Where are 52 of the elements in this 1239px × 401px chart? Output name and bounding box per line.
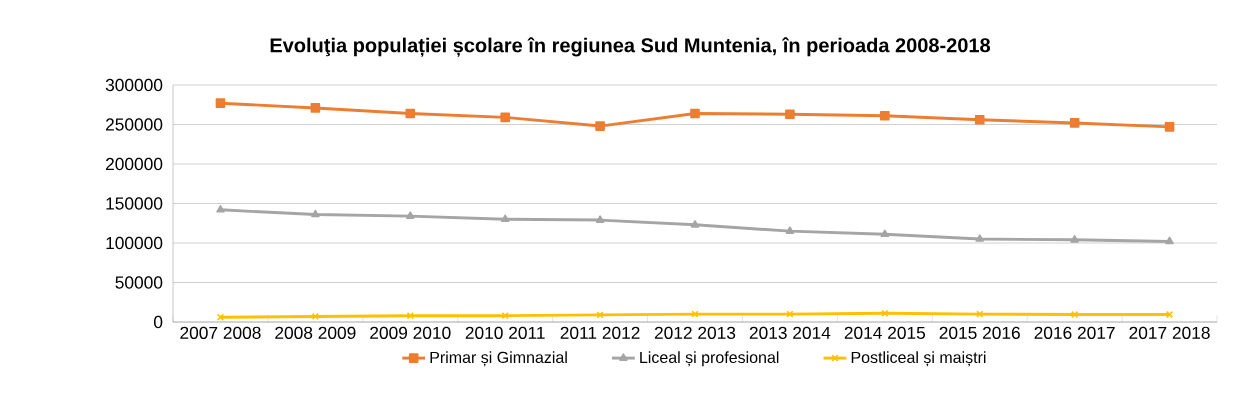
point [1069,118,1080,128]
x-tick-label: 2017 2018 [1129,326,1210,339]
y-tick-label: 0 [153,315,163,329]
x-tick-label: 2011 2012 [560,326,640,339]
x-tick-label: 2007 2008 [180,326,261,339]
y-tick-label: 200000 [106,157,163,171]
point [690,220,700,228]
point [1071,310,1079,319]
x-tick-label: 2009 2010 [370,326,451,339]
point [1165,310,1174,319]
y-tick-label: 50000 [115,276,163,289]
point [406,312,414,320]
point [595,121,605,131]
point [406,211,415,219]
y-tick-label: 300000 [105,78,163,92]
point [311,209,320,218]
point [1070,235,1079,243]
point [974,114,985,125]
point [216,205,225,213]
point [785,226,795,234]
x-tick-label: 2013 2014 [749,326,831,339]
point [881,309,889,317]
point [310,103,321,113]
x-tick-label: 2008 2009 [275,326,356,339]
x-tick-label: 2014 2015 [844,326,926,339]
y-tick-label: 150000 [106,197,163,210]
point [1165,236,1174,245]
point [785,109,795,120]
y-tick-label: 250000 [106,118,163,131]
x-tick-label: 2012 2013 [654,326,736,339]
point [311,312,319,321]
legend-label: Liceal și profesional [640,351,779,367]
point [880,229,890,238]
x-tick-label: 2016 2017 [1034,326,1115,339]
y-tick-label: 100000 [106,236,163,250]
point [500,112,510,123]
point [500,214,510,223]
legend-label: Postliceal și maiștri [851,351,986,367]
legend-label: Primar și Gimnazial [430,351,567,367]
point [786,310,794,318]
point [975,234,984,242]
point [1164,122,1175,132]
point [405,108,416,119]
x-tick-label: 2010 2011 [465,326,545,339]
point [596,311,604,319]
point [215,98,226,108]
chart-title: Evoluţia populației școlare în regiunea Sud Muntenia, în perioada 2008-2018 [270,37,991,57]
point [880,111,890,121]
point [691,310,699,318]
point [690,108,700,119]
point [595,215,605,223]
x-tick-label: 2015 2016 [939,326,1020,339]
